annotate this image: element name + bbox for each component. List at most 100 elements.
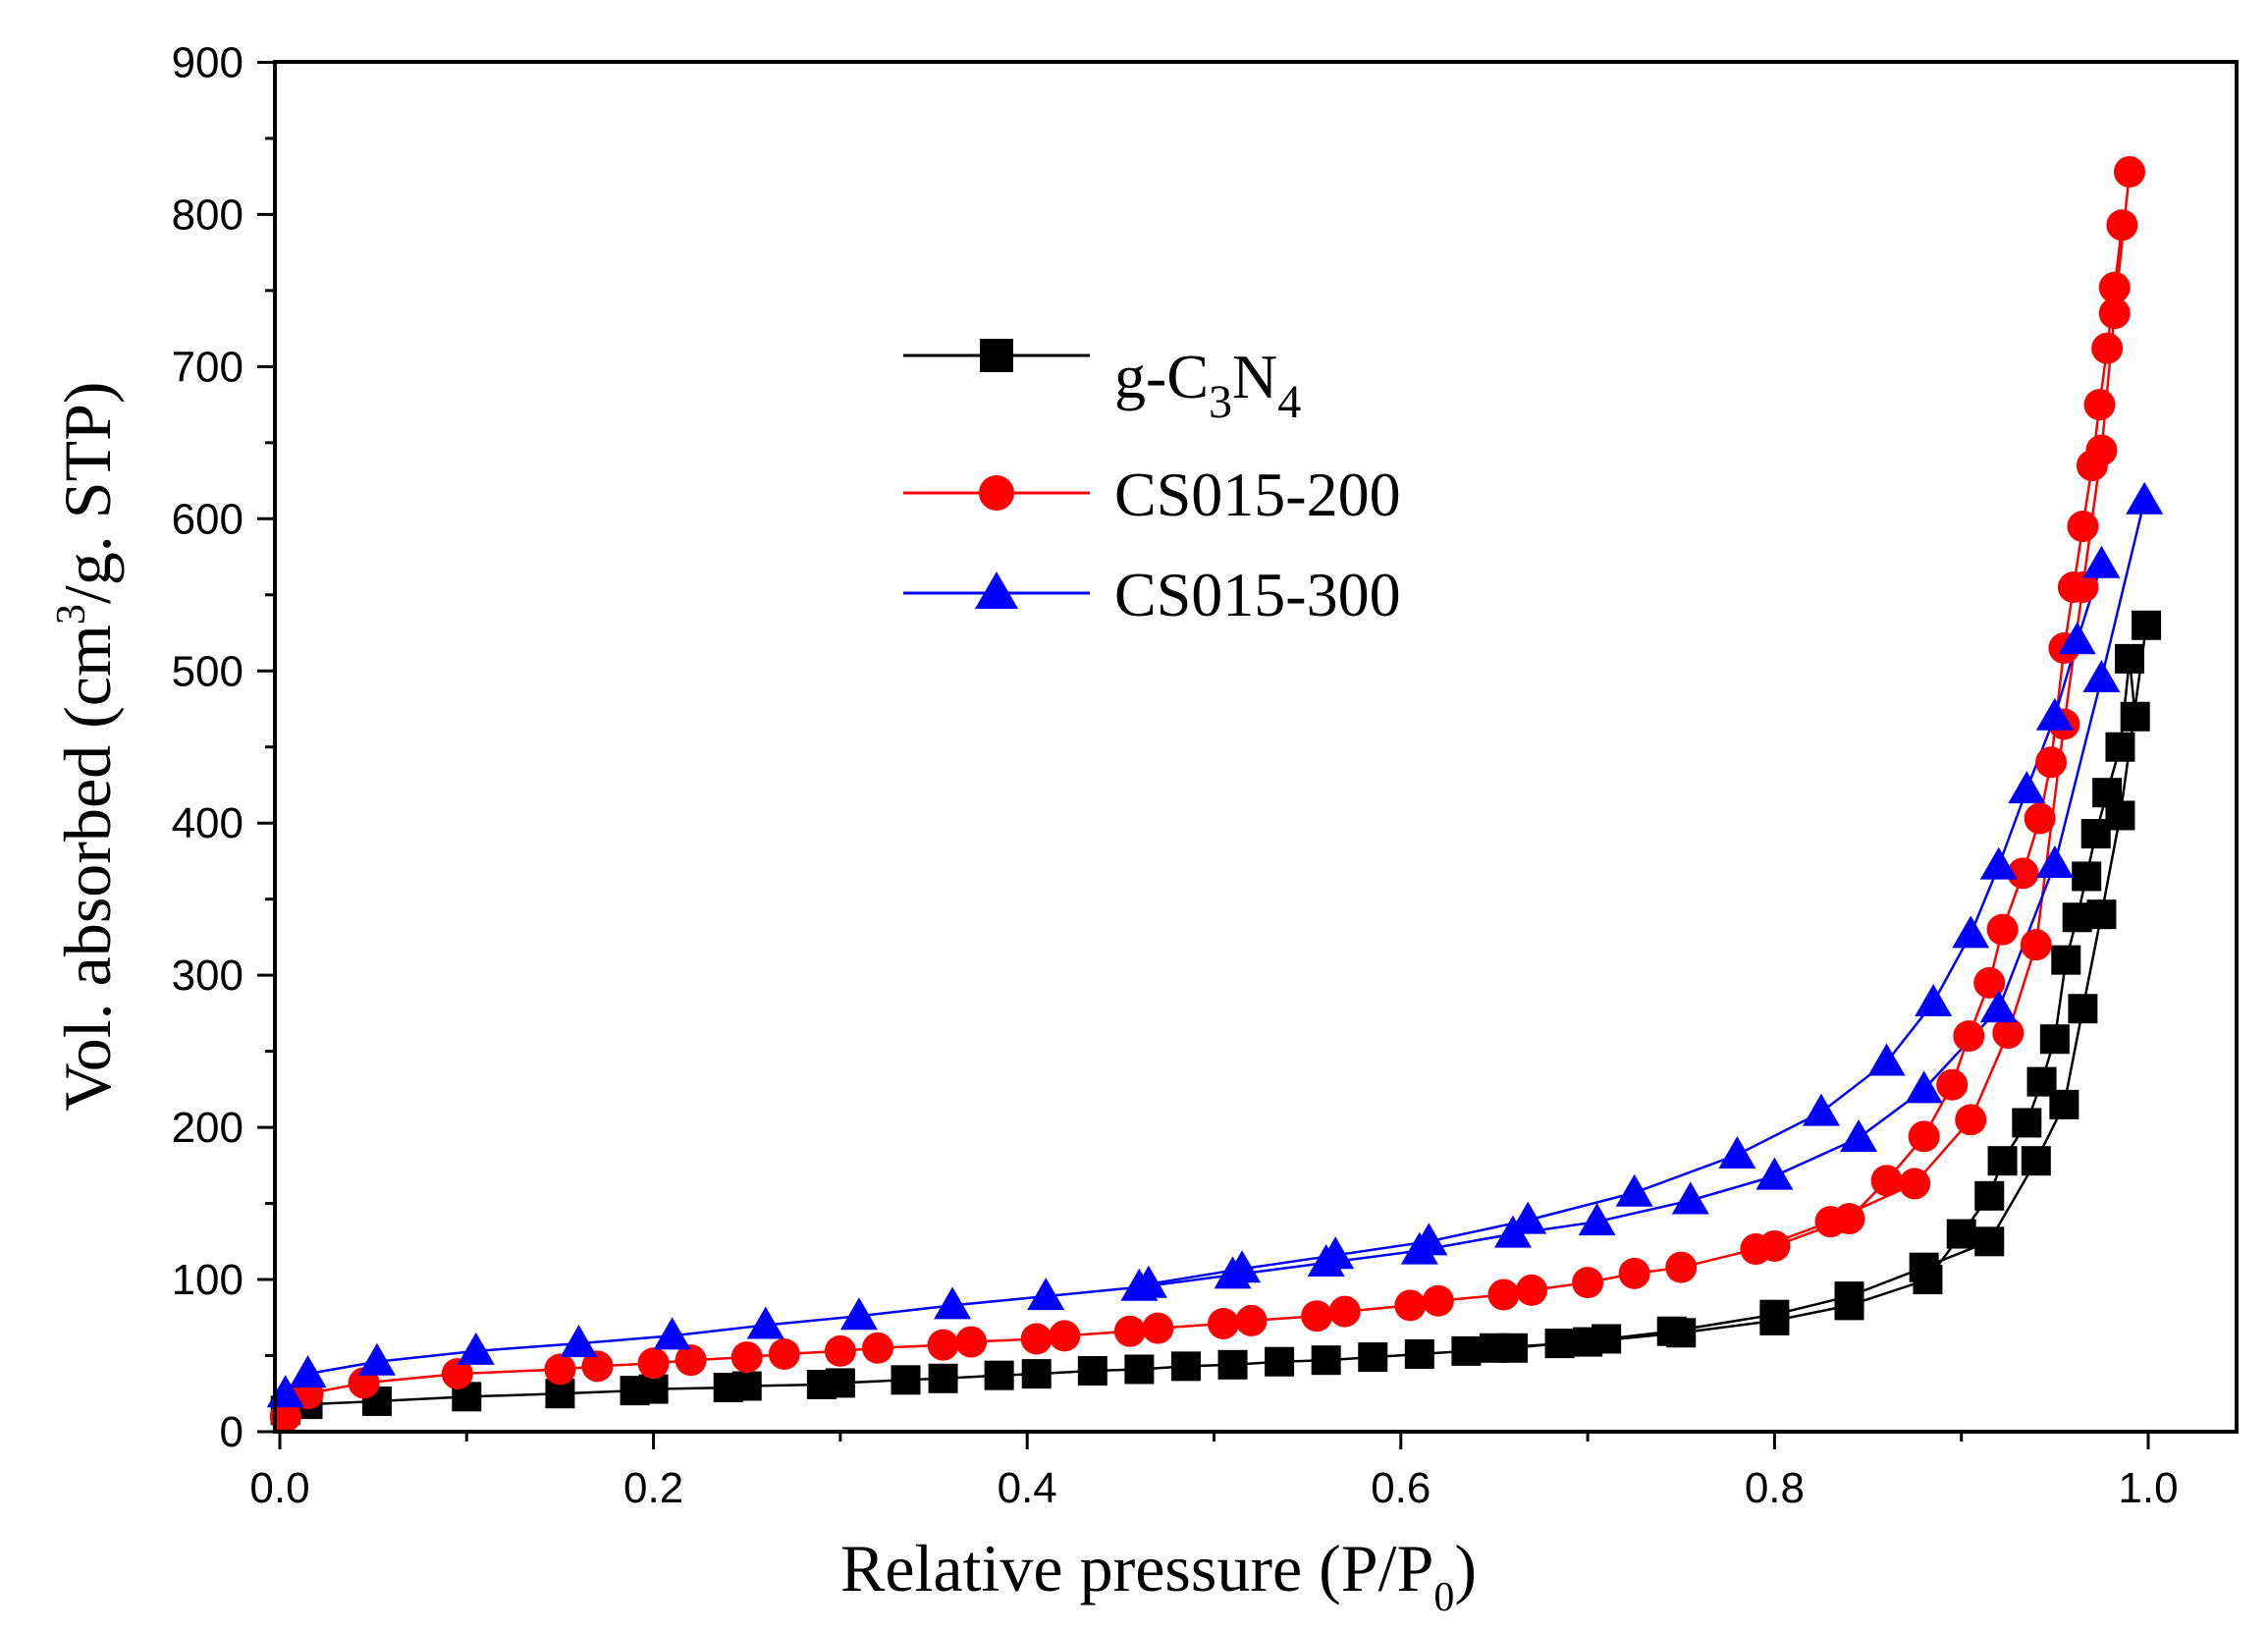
x-axis-title-sub: 0 (1433, 1575, 1454, 1620)
data-point-cs015-300-desorption (1718, 1135, 1756, 1169)
data-point-g-c3n4-desorption (2120, 701, 2150, 732)
data-point-cs015-200-desorption (2024, 802, 2056, 835)
data-point-cs015-200-desorption (1986, 913, 2019, 946)
data-point-cs015-200-adsorption (2020, 929, 2052, 961)
data-point-cs015-300-adsorption (289, 1355, 327, 1388)
data-point-cs015-300-desorption (2082, 545, 2121, 578)
data-point-g-c3n4-desorption (1987, 1146, 2018, 1176)
data-point-cs015-300-adsorption (2082, 659, 2121, 692)
data-point-g-c3n4-desorption (1913, 1265, 1943, 1295)
data-point-cs015-300-adsorption (457, 1332, 495, 1365)
legend-label-cs015-300: CS015-300 (1114, 560, 1401, 629)
data-point-cs015-300-adsorption (653, 1317, 691, 1350)
legend-item-cs015-300: CS015-300 (903, 560, 1401, 629)
data-point-cs015-200-desorption (1908, 1120, 1940, 1153)
data-point-cs015-300-desorption (1317, 1236, 1355, 1270)
data-point-cs015-200-desorption (2076, 450, 2108, 482)
data-point-g-c3n4-desorption (1974, 1180, 2005, 1211)
y-axis-title-end: /g. STP) (50, 381, 125, 604)
x-tick-label: 0.0 (249, 1464, 309, 1512)
data-point-cs015-200-desorption (2057, 571, 2089, 604)
data-point-g-c3n4-adsorption (1170, 1351, 1201, 1382)
legend-item-g-c3n4: g-C3N4 (903, 339, 1301, 428)
data-point-cs015-200-adsorption (269, 1400, 301, 1433)
x-axis-title: Relative pressure (P/P0) (840, 1531, 1477, 1620)
data-point-cs015-200-adsorption (581, 1350, 614, 1383)
data-point-cs015-200-desorption (1953, 1020, 1985, 1053)
legend-label-cs015-200: CS015-200 (1114, 460, 1401, 529)
data-point-cs015-200-desorption (1758, 1229, 1791, 1262)
data-point-cs015-300-adsorption (746, 1306, 784, 1339)
data-point-g-c3n4-adsorption (638, 1374, 669, 1404)
data-point-cs015-200-adsorption (1235, 1304, 1268, 1336)
data-point-cs015-300-adsorption (1578, 1203, 1616, 1236)
legend-item-cs015-200: CS015-200 (903, 460, 1401, 529)
data-point-g-c3n4-adsorption (891, 1365, 921, 1395)
data-point-cs015-200-desorption (1973, 966, 2006, 999)
data-point-cs015-200-desorption (2007, 857, 2039, 890)
data-point-cs015-200-adsorption (1142, 1312, 1174, 1344)
y-tick-label: 200 (172, 1104, 243, 1152)
data-point-cs015-200-adsorption (1487, 1278, 1520, 1311)
data-point-cs015-300-adsorption (2126, 481, 2164, 515)
data-point-cs015-200-adsorption (955, 1326, 988, 1358)
data-point-cs015-200-adsorption (441, 1358, 473, 1390)
data-point-g-c3n4-adsorption (1358, 1342, 1388, 1373)
x-axis: 0.0 0.2 0.4 0.6 0.8 1.0 (249, 1432, 2179, 1512)
data-point-cs015-200-adsorption (1301, 1300, 1333, 1333)
data-point-g-c3n4-desorption (2051, 945, 2081, 975)
data-point-cs015-300-adsorption (1671, 1181, 1709, 1215)
data-point-cs015-200-adsorption (861, 1332, 893, 1364)
x-tick-label: 0.8 (1745, 1464, 1805, 1512)
plot-lines (284, 171, 2148, 1418)
data-point-g-c3n4-adsorption (825, 1368, 855, 1398)
data-point-cs015-300-desorption (1509, 1201, 1547, 1234)
x-tick-label: 0.4 (998, 1464, 1057, 1512)
data-point-cs015-200-desorption (2106, 209, 2138, 242)
y-tick-label: 300 (172, 952, 243, 1000)
data-point-cs015-300-desorption (1615, 1173, 1653, 1207)
data-point-cs015-300-desorption (1915, 984, 1953, 1017)
data-point-g-c3n4-desorption (1946, 1219, 1976, 1249)
series-line-g-c3n4-adsorption (285, 625, 2148, 1412)
data-point-cs015-200-adsorption (1618, 1257, 1650, 1289)
y-tick-label: 400 (172, 799, 243, 847)
legend: g-C3N4 CS015-200 CS015-300 (903, 339, 1401, 629)
data-point-cs015-200-adsorption (1665, 1251, 1698, 1283)
data-point-g-c3n4-adsorption (1124, 1354, 1155, 1385)
data-point-cs015-300-adsorption (1027, 1278, 1065, 1311)
data-point-cs015-200-adsorption (1572, 1267, 1604, 1299)
legend-marker-circle-icon (979, 475, 1014, 511)
data-point-cs015-200-adsorption (2098, 298, 2131, 330)
y-axis-title-main: Vol. absorbed (cm (50, 625, 125, 1111)
y-tick-label: 500 (172, 647, 243, 695)
data-point-g-c3n4-desorption (2012, 1108, 2042, 1138)
data-point-cs015-300-desorption (1129, 1265, 1167, 1298)
data-point-cs015-200-adsorption (768, 1337, 800, 1370)
data-point-g-c3n4-desorption (2039, 1024, 2070, 1055)
data-point-cs015-300-adsorption (560, 1325, 598, 1358)
x-axis-title-end: ) (1454, 1531, 1477, 1605)
legend-marker-square-icon (980, 339, 1013, 372)
data-point-cs015-200-desorption (2098, 271, 2131, 303)
data-point-cs015-300-desorption (2008, 771, 2046, 804)
data-point-cs015-200-adsorption (1049, 1320, 1081, 1352)
data-point-cs015-300-adsorption (2035, 845, 2074, 879)
data-point-cs015-200-adsorption (1992, 1017, 2025, 1050)
data-point-cs015-200-adsorption (824, 1334, 856, 1367)
legend-marker-triangle-icon (975, 571, 1018, 609)
data-point-g-c3n4-adsorption (2068, 994, 2098, 1024)
data-point-g-c3n4-desorption (1666, 1318, 1697, 1348)
data-point-cs015-200-desorption (1870, 1165, 1903, 1197)
data-point-cs015-300-desorption (1802, 1093, 1840, 1126)
data-point-cs015-300-desorption (1410, 1223, 1448, 1256)
plot-markers (266, 156, 2164, 1433)
data-point-cs015-300-desorption (1867, 1043, 1906, 1076)
data-point-cs015-300-adsorption (1905, 1070, 1943, 1104)
plot-frame (273, 60, 2239, 1434)
data-point-g-c3n4-adsorption (2021, 1146, 2051, 1176)
x-tick-label: 0.6 (1371, 1464, 1431, 1512)
data-point-cs015-200-adsorption (1394, 1289, 1427, 1322)
data-point-cs015-200-adsorption (1208, 1307, 1240, 1339)
